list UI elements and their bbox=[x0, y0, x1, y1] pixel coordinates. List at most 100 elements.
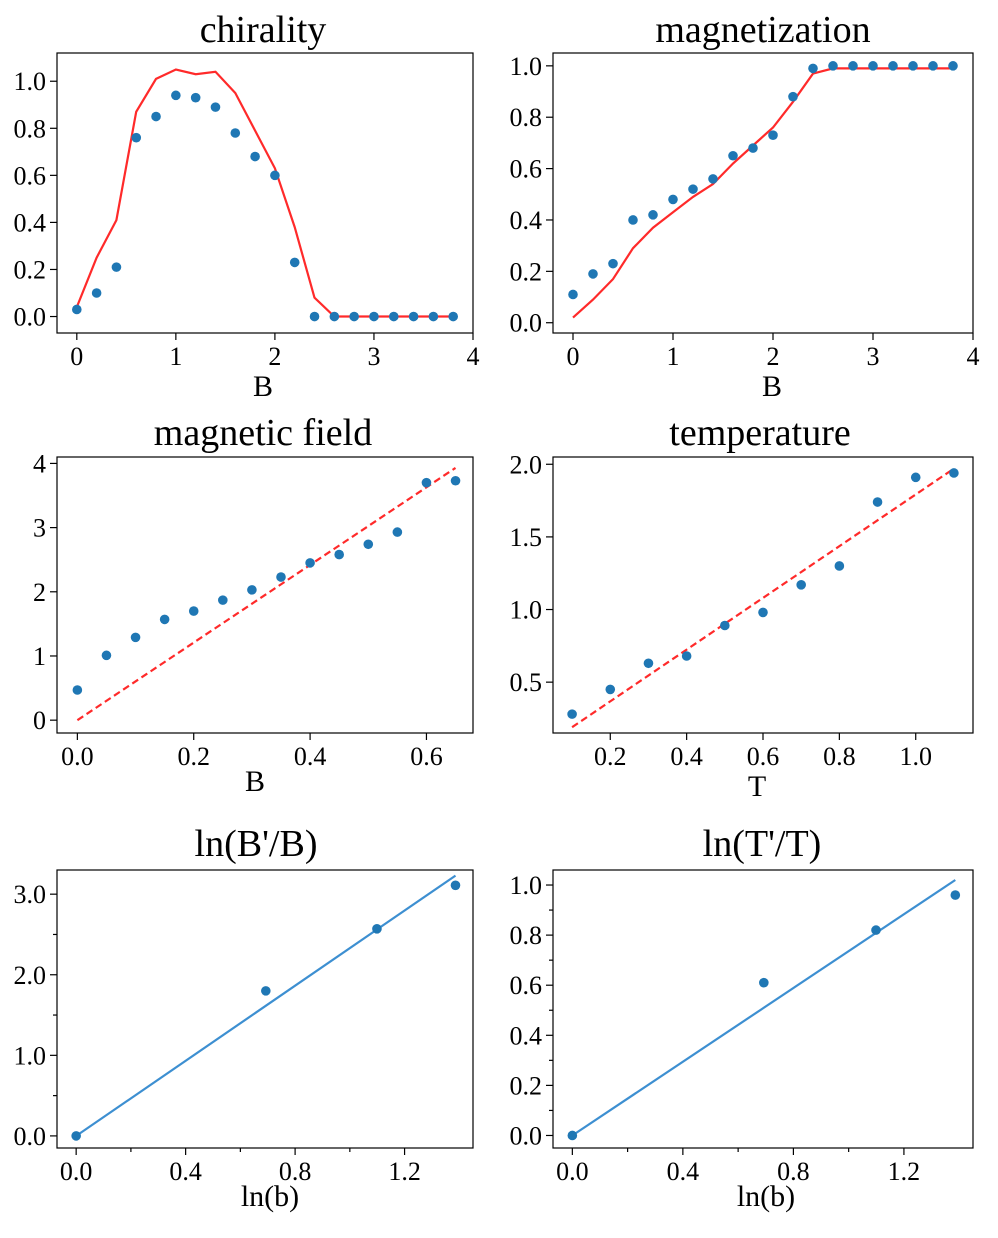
x-tick-label: 1 bbox=[169, 342, 182, 371]
data-point bbox=[605, 684, 616, 695]
data-point bbox=[828, 61, 838, 71]
data-point bbox=[247, 585, 257, 595]
data-point bbox=[72, 304, 82, 315]
data-point bbox=[334, 549, 344, 560]
x-tick-label: 0.4 bbox=[670, 742, 703, 771]
panel-chirality: chirality B 0 1 2 3 4 0.0 0.2 0.4 0.6 0.8 1.0 bbox=[14, 9, 480, 403]
data-point bbox=[188, 606, 199, 616]
x-tick-label: 0 bbox=[567, 342, 580, 371]
data-point bbox=[608, 258, 618, 269]
y-tick-label: 3 bbox=[33, 514, 46, 543]
data-point bbox=[450, 475, 461, 486]
y-tick-label: 1.5 bbox=[510, 523, 543, 552]
data-point bbox=[230, 128, 241, 138]
y-tick-label: 1.0 bbox=[14, 67, 47, 96]
x-tick-label: 1 bbox=[667, 342, 680, 371]
data-point bbox=[834, 561, 845, 571]
fit-dashed-line bbox=[76, 466, 457, 722]
data-point bbox=[91, 288, 102, 298]
chart-title: ln(T'/T) bbox=[703, 823, 822, 865]
x-tick-label: 0.6 bbox=[747, 742, 780, 771]
data-point bbox=[567, 709, 577, 719]
data-point bbox=[421, 477, 432, 488]
y-tick-label: 3.0 bbox=[14, 880, 47, 909]
data-point bbox=[305, 558, 315, 568]
data-point bbox=[309, 311, 320, 322]
plot-frame bbox=[552, 869, 974, 1149]
x-tick-label: 1.2 bbox=[388, 1157, 421, 1186]
y-tick-label: 1.0 bbox=[510, 596, 543, 625]
panel-temperature: temperature T 0.2 0.4 0.6 0.8 1.0 0.5 1.0 1.5 2.… bbox=[510, 412, 974, 803]
y-tick-label: 0.8 bbox=[14, 114, 47, 143]
data-point bbox=[768, 130, 778, 141]
panel-magnetization: magnetization B 0 1 2 3 4 0.0 0.2 0.4 0.6 0.8 1.0 bbox=[510, 9, 980, 403]
y-tick-label: 2 bbox=[33, 578, 46, 607]
y-tick-label: 0.0 bbox=[14, 303, 47, 332]
y-tick-label: 1 bbox=[33, 642, 46, 671]
y-tick-label: 0.0 bbox=[14, 1122, 47, 1151]
data-point bbox=[567, 1130, 578, 1141]
data-point bbox=[130, 632, 141, 643]
x-tick-label: 4 bbox=[967, 342, 980, 371]
data-point bbox=[171, 90, 181, 101]
x-tick-label: 4 bbox=[467, 342, 480, 371]
data-point bbox=[808, 63, 818, 74]
data-point bbox=[949, 468, 959, 478]
chart-title: ln(B'/B) bbox=[195, 823, 318, 865]
x-tick-label: 0.8 bbox=[777, 1157, 810, 1186]
data-point bbox=[289, 257, 300, 268]
x-tick-label: 0 bbox=[70, 342, 83, 371]
data-point bbox=[648, 210, 658, 220]
fit-line bbox=[571, 879, 956, 1137]
data-point bbox=[448, 311, 458, 322]
panel-magnetic-field: magnetic field B 0.0 0.2 0.4 0.6 0 1 2 3 4 bbox=[33, 412, 474, 798]
data-point bbox=[276, 572, 286, 582]
y-tick-label: 0.6 bbox=[14, 161, 47, 190]
data-point bbox=[588, 269, 598, 279]
data-point bbox=[759, 977, 769, 988]
data-point bbox=[190, 92, 201, 103]
y-tick-label: 0.6 bbox=[510, 155, 543, 184]
data-point bbox=[950, 890, 961, 900]
data-point bbox=[159, 614, 170, 625]
y-tick-label: 1.0 bbox=[510, 871, 543, 900]
x-tick-label: 0.6 bbox=[410, 742, 443, 771]
plot-frame bbox=[56, 456, 474, 734]
x-tick-label: 0.0 bbox=[60, 1157, 93, 1186]
x-axis-label: B bbox=[762, 370, 782, 403]
chart-title: temperature bbox=[669, 412, 850, 454]
data-point bbox=[910, 472, 921, 483]
y-tick-label: 2.0 bbox=[14, 961, 47, 990]
data-point bbox=[848, 61, 858, 71]
data-point bbox=[888, 61, 898, 71]
data-point bbox=[428, 311, 439, 322]
plot-frame bbox=[56, 869, 474, 1149]
x-tick-label: 1.0 bbox=[899, 742, 932, 771]
x-tick-label: 2 bbox=[268, 342, 281, 371]
data-point bbox=[250, 151, 260, 162]
x-tick-label: 3 bbox=[867, 342, 880, 371]
data-point bbox=[748, 143, 758, 153]
data-point bbox=[408, 311, 419, 322]
y-tick-label: 1.0 bbox=[14, 1041, 47, 1070]
data-point bbox=[392, 527, 403, 537]
y-tick-label: 2.0 bbox=[510, 450, 543, 479]
data-point bbox=[111, 262, 122, 272]
plot-frame bbox=[56, 52, 474, 334]
fit-line bbox=[75, 874, 457, 1137]
y-tick-label: 0.0 bbox=[510, 309, 543, 338]
fit-line bbox=[75, 68, 454, 318]
data-point bbox=[210, 102, 221, 112]
chart-title: chirality bbox=[200, 9, 327, 51]
x-tick-label: 1.2 bbox=[888, 1157, 921, 1186]
data-point bbox=[450, 880, 461, 891]
y-tick-label: 0.2 bbox=[14, 255, 47, 284]
data-point bbox=[71, 1131, 81, 1141]
y-tick-label: 0.8 bbox=[510, 103, 543, 132]
data-point bbox=[363, 539, 374, 550]
x-axis-label: T bbox=[748, 770, 766, 803]
y-tick-label: 0.2 bbox=[510, 1071, 543, 1100]
y-tick-label: 0.0 bbox=[510, 1121, 543, 1150]
data-point bbox=[868, 61, 878, 71]
